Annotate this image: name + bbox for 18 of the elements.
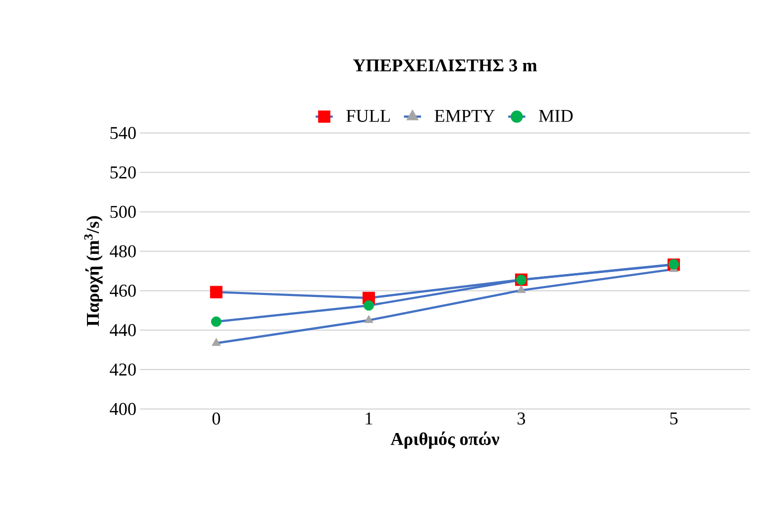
y-tick-label: 400 xyxy=(110,402,136,416)
chart-title: ΥΠΕΡΧΕΙΛΙΣΤΗΣ 3 m xyxy=(353,59,537,72)
legend-label: MID xyxy=(538,110,573,122)
legend-label: FULL xyxy=(346,110,390,122)
legend-label: EMPTY xyxy=(434,110,495,122)
x-tick-label: 0 xyxy=(212,412,220,425)
y-tick-label: 460 xyxy=(110,284,136,297)
x-tick-label: 3 xyxy=(518,412,526,425)
x-tick-label: 5 xyxy=(670,412,678,424)
y-tick-label: 500 xyxy=(110,206,136,218)
x-axis-title: Αριθμός οπών xyxy=(390,432,500,449)
y-tick-label: 540 xyxy=(110,126,136,140)
y-tick-label: 440 xyxy=(110,324,136,336)
y-tick-label: 420 xyxy=(110,363,136,376)
x-tick-label: 1 xyxy=(366,412,372,424)
y-axis-title: Παροχή (m$^{3}$/s) xyxy=(84,216,103,326)
y-tick-label: 520 xyxy=(110,166,136,178)
y-tick-label: 480 xyxy=(110,245,136,258)
